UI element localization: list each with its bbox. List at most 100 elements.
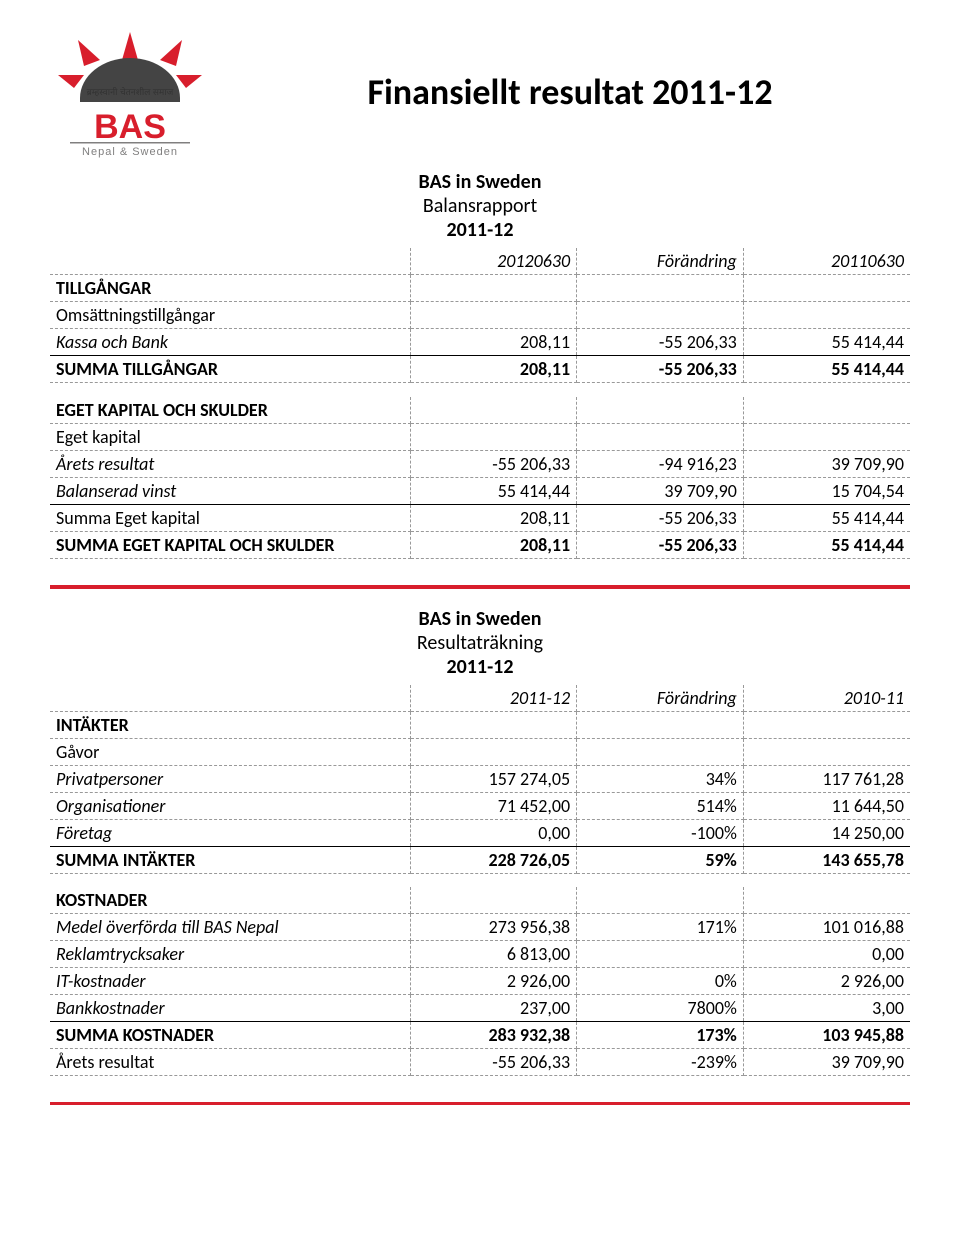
- cell: [577, 941, 744, 968]
- cell: 171%: [577, 914, 744, 941]
- row-label: Årets resultat: [50, 1049, 410, 1076]
- row-label: Kassa och Bank: [50, 329, 410, 356]
- row-label: Organisationer: [50, 792, 410, 819]
- cell: [410, 397, 577, 424]
- cell: 117 761,28: [743, 765, 910, 792]
- table-row: INTÄKTER: [50, 711, 910, 738]
- cell: [410, 887, 577, 914]
- cell: -55 206,33: [577, 356, 744, 383]
- income-period: 2011-12: [50, 655, 910, 679]
- table-row: Medel överförda till BAS Nepal273 956,38…: [50, 914, 910, 941]
- cell: 0,00: [743, 941, 910, 968]
- cell: 0%: [577, 968, 744, 995]
- logo-brand: BAS: [94, 108, 166, 146]
- cell: -100%: [577, 819, 744, 846]
- cell: 34%: [577, 765, 744, 792]
- cell: [410, 711, 577, 738]
- balance-table: 20120630Förändring20110630TILLGÅNGAROmsä…: [50, 248, 910, 559]
- cell: 55 414,44: [743, 531, 910, 558]
- column-header: [50, 248, 410, 275]
- row-label: Summa Eget kapital: [50, 504, 410, 531]
- row-label: SUMMA EGET KAPITAL OCH SKULDER: [50, 531, 410, 558]
- table-row: Årets resultat-55 206,33-239%39 709,90: [50, 1049, 910, 1076]
- table-row: Balanserad vinst55 414,4439 709,9015 704…: [50, 477, 910, 504]
- cell: 55 414,44: [743, 356, 910, 383]
- header: ब्रम्हस्वानी चेतनशील समाज BAS Nepal & Sw…: [50, 30, 910, 160]
- row-label: SUMMA KOSTNADER: [50, 1022, 410, 1049]
- spacer-cell: [50, 383, 910, 397]
- cell: 173%: [577, 1022, 744, 1049]
- table-row: TILLGÅNGAR: [50, 275, 910, 302]
- table-row: Bankkostnader237,007800%3,00: [50, 995, 910, 1022]
- cell: 208,11: [410, 504, 577, 531]
- divider-2: [50, 1102, 910, 1105]
- column-header: 2011-12: [410, 685, 577, 712]
- table-row: IT-kostnader2 926,000%2 926,00: [50, 968, 910, 995]
- row-label: TILLGÅNGAR: [50, 275, 410, 302]
- cell: [577, 887, 744, 914]
- column-header: 20110630: [743, 248, 910, 275]
- table-row: EGET KAPITAL OCH SKULDER: [50, 397, 910, 424]
- cell: 14 250,00: [743, 819, 910, 846]
- table-row: Privatpersoner157 274,0534%117 761,28: [50, 765, 910, 792]
- table-row: Kassa och Bank208,11-55 206,3355 414,44: [50, 329, 910, 356]
- table-row: Reklamtrycksaker6 813,000,00: [50, 941, 910, 968]
- cell: 39 709,90: [577, 477, 744, 504]
- cell: 0,00: [410, 819, 577, 846]
- balance-org: BAS in Sweden: [50, 170, 910, 194]
- cell: [743, 397, 910, 424]
- table-row: [50, 383, 910, 397]
- row-label: Gåvor: [50, 738, 410, 765]
- row-label: Balanserad vinst: [50, 477, 410, 504]
- row-label: Årets resultat: [50, 450, 410, 477]
- row-label: Företag: [50, 819, 410, 846]
- cell: 3,00: [743, 995, 910, 1022]
- cell: 2 926,00: [410, 968, 577, 995]
- logo-sub: Nepal & Sweden: [82, 146, 178, 158]
- cell: [410, 275, 577, 302]
- table-row: Omsättningstillgångar: [50, 302, 910, 329]
- cell: 283 932,38: [410, 1022, 577, 1049]
- cell: [577, 711, 744, 738]
- table-row: [50, 873, 910, 887]
- table-row: SUMMA TILLGÅNGAR208,11-55 206,3355 414,4…: [50, 356, 910, 383]
- bas-logo: ब्रम्हस्वानी चेतनशील समाज BAS Nepal & Sw…: [50, 30, 210, 160]
- table-row: SUMMA KOSTNADER283 932,38173%103 945,88: [50, 1022, 910, 1049]
- column-header: 20120630: [410, 248, 577, 275]
- row-label: SUMMA TILLGÅNGAR: [50, 356, 410, 383]
- income-header: BAS in Sweden Resultaträkning 2011-12: [50, 607, 910, 679]
- cell: -239%: [577, 1049, 744, 1076]
- cell: [743, 423, 910, 450]
- cell: 228 726,05: [410, 846, 577, 873]
- cell: 208,11: [410, 329, 577, 356]
- row-label: Omsättningstillgångar: [50, 302, 410, 329]
- row-label: Eget kapital: [50, 423, 410, 450]
- income-report-name: Resultaträkning: [50, 631, 910, 655]
- cell: [577, 302, 744, 329]
- cell: 208,11: [410, 356, 577, 383]
- cell: 208,11: [410, 531, 577, 558]
- cell: [743, 887, 910, 914]
- balance-period: 2011-12: [50, 218, 910, 242]
- cell: 55 414,44: [743, 329, 910, 356]
- balance-report-name: Balansrapport: [50, 194, 910, 218]
- table-row: Eget kapital: [50, 423, 910, 450]
- row-label: SUMMA INTÄKTER: [50, 846, 410, 873]
- income-org: BAS in Sweden: [50, 607, 910, 631]
- cell: [410, 423, 577, 450]
- row-label: EGET KAPITAL OCH SKULDER: [50, 397, 410, 424]
- cell: [743, 275, 910, 302]
- cell: [577, 397, 744, 424]
- spacer-cell: [50, 873, 910, 887]
- cell: -55 206,33: [577, 531, 744, 558]
- cell: 514%: [577, 792, 744, 819]
- cell: [410, 738, 577, 765]
- cell: 7800%: [577, 995, 744, 1022]
- cell: -55 206,33: [410, 1049, 577, 1076]
- cell: 103 945,88: [743, 1022, 910, 1049]
- row-label: INTÄKTER: [50, 711, 410, 738]
- cell: 55 414,44: [743, 504, 910, 531]
- table-row: SUMMA INTÄKTER228 726,0559%143 655,78: [50, 846, 910, 873]
- table-row: Gåvor: [50, 738, 910, 765]
- cell: 2 926,00: [743, 968, 910, 995]
